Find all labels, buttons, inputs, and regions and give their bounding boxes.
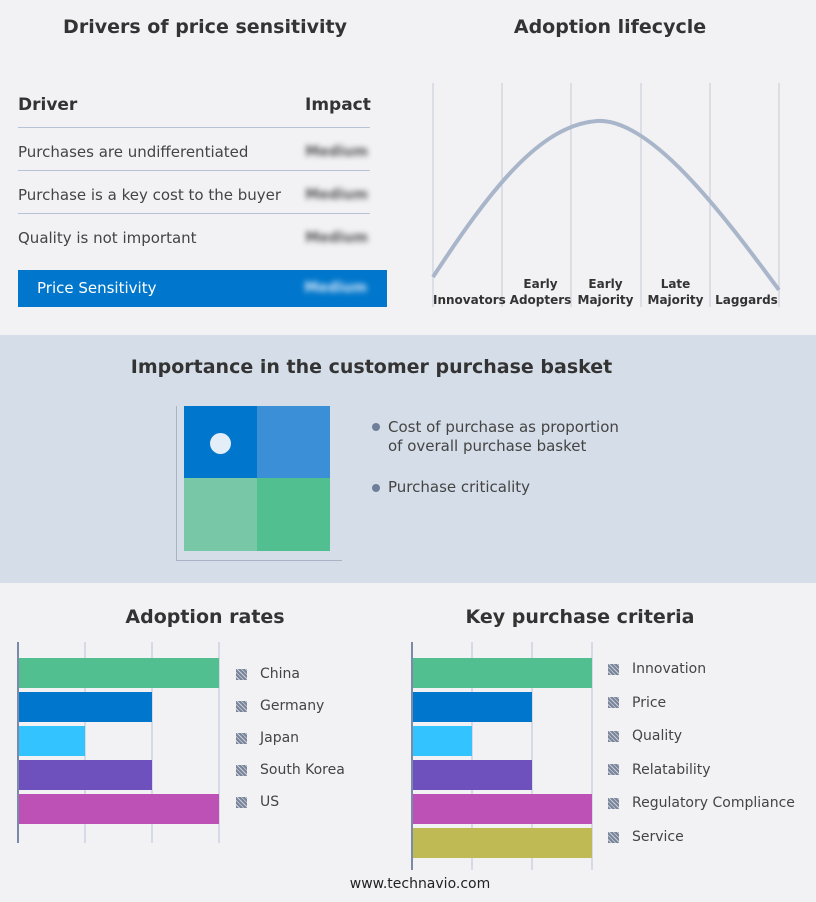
basket-x-axis bbox=[176, 560, 342, 561]
driver-row: Quality is not important Medium bbox=[18, 214, 370, 257]
legend-label: Price bbox=[632, 694, 667, 711]
bar-germany bbox=[18, 692, 152, 722]
legend-swatch-icon bbox=[608, 764, 619, 776]
basket-section bbox=[0, 335, 816, 583]
legend-label: Regulatory Compliance bbox=[632, 795, 795, 812]
bar-us bbox=[18, 794, 219, 824]
bar-regulatory-compliance bbox=[412, 794, 592, 824]
legend-item: Service bbox=[608, 829, 684, 845]
legend-label: Relatability bbox=[632, 761, 711, 778]
adoption-curve bbox=[431, 118, 781, 292]
legend-label: China bbox=[260, 666, 300, 682]
driver-header: Driver bbox=[18, 95, 78, 115]
bar-japan bbox=[18, 726, 85, 756]
driver-label: Purchase is a key cost to the buyer bbox=[18, 186, 282, 204]
stage-label: Laggards bbox=[715, 293, 778, 307]
driver-label: Purchases are undifferentiated bbox=[18, 143, 249, 161]
bar-south-korea bbox=[18, 760, 152, 790]
driver-label: Quality is not important bbox=[18, 229, 197, 247]
bullet-icon bbox=[372, 484, 380, 492]
bar-china bbox=[18, 658, 219, 688]
legend-item: Quality bbox=[608, 728, 682, 744]
stage-label: Early Adopters bbox=[509, 277, 572, 307]
legend-label: Japan bbox=[260, 730, 300, 746]
adoption-rates-title: Adoption rates bbox=[125, 606, 285, 628]
quadrant bbox=[184, 478, 257, 551]
legend-swatch-icon bbox=[236, 732, 247, 744]
legend-label: Innovation bbox=[632, 661, 707, 677]
bar-service bbox=[412, 828, 592, 858]
summary-label: Price Sensitivity bbox=[37, 279, 157, 297]
legend-swatch-icon bbox=[608, 663, 619, 675]
legend-label: Service bbox=[632, 829, 684, 845]
summary-impact: Medium bbox=[304, 280, 367, 296]
stage-label: Late Majority bbox=[647, 277, 704, 307]
legend-swatch-icon bbox=[608, 797, 619, 809]
legend-item: Relatability bbox=[608, 762, 711, 778]
legend-label: Germany bbox=[260, 698, 325, 714]
legend-swatch-icon bbox=[608, 697, 619, 709]
stage-label: Innovators bbox=[433, 293, 506, 307]
legend-label: South Korea bbox=[260, 762, 345, 778]
impact-value: Medium bbox=[305, 144, 368, 160]
driver-row: Purchase is a key cost to the buyer Mediu… bbox=[18, 171, 370, 214]
legend-item: Price bbox=[608, 695, 666, 711]
footer-url[interactable]: www.technavio.com bbox=[349, 876, 491, 892]
basket-legend-item: Purchase criticality bbox=[388, 478, 531, 496]
legend-swatch-icon bbox=[236, 668, 247, 680]
legend-swatch-icon bbox=[608, 831, 619, 843]
lifecycle-chart bbox=[431, 83, 781, 307]
legend-item: US bbox=[236, 794, 279, 810]
header-divider bbox=[18, 127, 370, 128]
impact-value: Medium bbox=[305, 187, 368, 203]
quadrant bbox=[257, 478, 330, 551]
lifecycle-title: Adoption lifecycle bbox=[513, 16, 707, 38]
legend-label: Quality bbox=[632, 728, 683, 745]
bar-price bbox=[412, 692, 532, 722]
bar-quality bbox=[412, 726, 472, 756]
legend-item: Japan bbox=[236, 730, 299, 746]
basket-y-axis bbox=[176, 406, 177, 560]
basket-title: Importance in the customer purchase bask… bbox=[130, 356, 613, 378]
legend-item: Germany bbox=[236, 698, 324, 714]
legend-swatch-icon bbox=[236, 764, 247, 776]
bullet-icon bbox=[372, 423, 380, 431]
legend-swatch-icon bbox=[608, 730, 619, 742]
basket-legend-item: Cost of purchase as proportion of overal… bbox=[388, 418, 619, 455]
criteria-title: Key purchase criteria bbox=[465, 606, 695, 628]
legend-swatch-icon bbox=[236, 700, 247, 712]
legend-item: Innovation bbox=[608, 661, 706, 677]
quadrant bbox=[257, 406, 330, 478]
drivers-title: Drivers of price sensitivity bbox=[63, 16, 347, 38]
bar-relatability bbox=[412, 760, 532, 790]
impact-value: Medium bbox=[305, 230, 368, 246]
price-sensitivity-summary: Price Sensitivity Medium bbox=[18, 270, 387, 307]
bar-innovation bbox=[412, 658, 592, 688]
legend-swatch-icon bbox=[236, 796, 247, 808]
impact-header: Impact bbox=[305, 95, 371, 115]
stage-label: Early Majority bbox=[577, 277, 634, 307]
legend-item: South Korea bbox=[236, 762, 345, 778]
legend-item: Regulatory Compliance bbox=[608, 795, 795, 811]
legend-item: China bbox=[236, 666, 300, 682]
driver-row: Purchases are undifferentiated Medium bbox=[18, 128, 370, 171]
legend-label: US bbox=[260, 794, 280, 810]
position-marker bbox=[210, 433, 231, 454]
